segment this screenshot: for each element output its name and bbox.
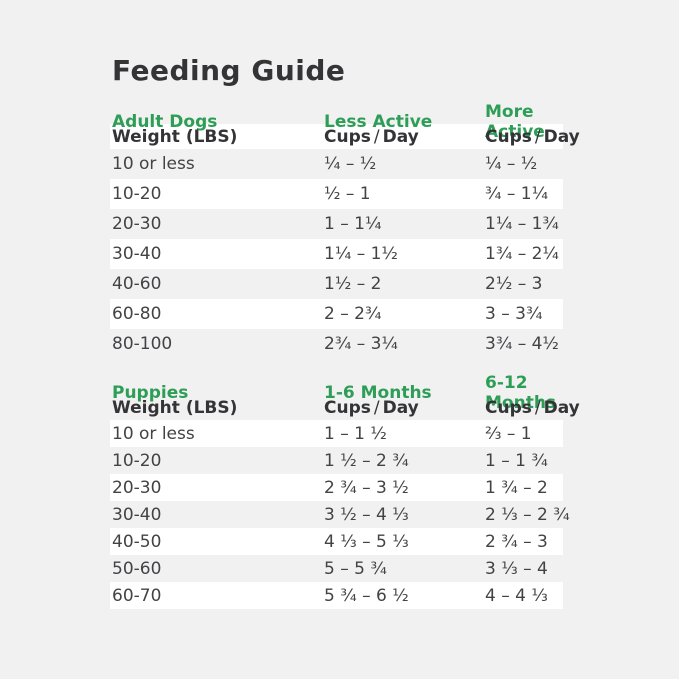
cups-label: Cups <box>485 126 532 147</box>
day-label: Day <box>382 126 419 147</box>
cups-cell: 1¼ – 1½ <box>324 244 398 264</box>
weight-cell: 40-50 <box>112 531 162 552</box>
weight-cell: 10 or less <box>112 423 195 444</box>
weight-cell: 30-40 <box>112 244 162 264</box>
cups-cell: 1 ½ – 2 ¾ <box>324 450 409 471</box>
cups-cell: 3 – 3¾ <box>485 304 543 324</box>
table-row: 20-30 1 – 1¼ 1¼ – 1¾ <box>110 209 563 239</box>
adult-dogs-table: Adult Dogs Less Active More Active Weight (… <box>110 102 580 359</box>
cups-cell: 3 ½ – 4 ⅓ <box>324 504 409 525</box>
cups-label: Cups <box>324 397 371 418</box>
cups-cell: 5 ¾ – 6 ½ <box>324 585 409 606</box>
table-rows: 10 or less 1 – 1 ½ ⅔ – 1 10-20 1 ½ – 2 ¾ 1 – … <box>110 420 570 609</box>
cups-cell: 2½ – 3 <box>485 274 543 294</box>
weight-header: Weight (LBS) <box>112 397 238 418</box>
weight-cell: 20-30 <box>112 477 162 498</box>
column-header: 6-12 Months <box>485 373 557 413</box>
cups-cell: 2¾ – 3¼ <box>324 334 398 354</box>
table-header-row: Weight (LBS) Cups / Day Cups / Day <box>110 395 580 420</box>
cups-cell: 2 – 2¾ <box>324 304 382 324</box>
column-header: More Active <box>485 102 545 142</box>
cups-cell: ¼ – ½ <box>485 154 538 174</box>
section-title: Puppies <box>112 383 189 403</box>
cups-cell: ⅔ – 1 <box>485 423 532 444</box>
column-header: Less Active <box>324 112 433 132</box>
cups-cell: 3 ⅓ – 4 <box>485 558 548 579</box>
cups-cell: 1 ¾ – 2 <box>485 477 548 498</box>
cups-cell: 4 ⅓ – 5 ⅓ <box>324 531 409 552</box>
table-rows: 10 or less ¼ – ½ ¼ – ½ 10-20 ½ – 1 ¾ – 1¼ 20-3… <box>110 149 563 359</box>
cups-per-day-header: Cups / Day <box>322 127 483 147</box>
table-row: 30-40 3 ½ – 4 ⅓ 2 ⅓ – 2 ¾ <box>110 501 570 528</box>
section-title: Adult Dogs <box>112 112 218 132</box>
cups-per-day-header: Cups / Day <box>322 398 483 418</box>
day-label: Day <box>543 126 580 147</box>
cups-cell: ¼ – ½ <box>324 154 377 174</box>
table-row: 40-60 1½ – 2 2½ – 3 <box>110 269 563 299</box>
cups-cell: 5 – 5 ¾ <box>324 558 387 579</box>
cups-cell: 1¼ – 1¾ <box>485 214 559 234</box>
table-row: 80-100 2¾ – 3¼ 3¾ – 4½ <box>110 329 563 359</box>
weight-cell: 40-60 <box>112 274 162 294</box>
table-row: 10 or less ¼ – ½ ¼ – ½ <box>110 149 563 179</box>
section-header-row: Puppies 1-6 Months 6-12 Months <box>110 373 563 413</box>
table-row: 30-40 1¼ – 1½ 1¾ – 2¼ <box>110 239 563 269</box>
weight-cell: 50-60 <box>112 558 162 579</box>
section-header-row: Adult Dogs Less Active More Active <box>110 102 563 142</box>
cups-cell: 1½ – 2 <box>324 274 382 294</box>
table-row: 20-30 2 ¾ – 3 ½ 1 ¾ – 2 <box>110 474 563 501</box>
cups-cell: 1 – 1 ¾ <box>485 450 548 471</box>
day-label: Day <box>543 397 580 418</box>
cups-cell: 1 – 1 ½ <box>324 423 387 444</box>
table-row: 10 or less 1 – 1 ½ ⅔ – 1 <box>110 420 563 447</box>
weight-cell: 10-20 <box>112 184 162 204</box>
weight-cell: 10-20 <box>112 450 162 471</box>
weight-cell: 30-40 <box>112 504 162 525</box>
table-row: 10-20 ½ – 1 ¾ – 1¼ <box>110 179 563 209</box>
cups-cell: 1¾ – 2¼ <box>485 244 559 264</box>
table-header-row: Weight (LBS) Cups / Day Cups / Day <box>110 124 580 149</box>
table-row: 60-80 2 – 2¾ 3 – 3¾ <box>110 299 563 329</box>
column-header: 1-6 Months <box>324 383 432 403</box>
slash-separator: / <box>373 397 380 418</box>
cups-cell: 2 ⅓ – 2 ¾ <box>485 504 570 525</box>
slash-separator: / <box>534 126 541 147</box>
weight-header: Weight (LBS) <box>112 126 238 147</box>
page-title: Feeding Guide <box>112 54 346 87</box>
cups-per-day-header: Cups / Day <box>483 127 580 147</box>
weight-cell: 60-80 <box>112 304 162 324</box>
weight-cell: 10 or less <box>112 154 195 174</box>
weight-cell: 80-100 <box>112 334 173 354</box>
table-row: 10-20 1 ½ – 2 ¾ 1 – 1 ¾ <box>110 447 563 474</box>
cups-per-day-header: Cups / Day <box>483 398 580 418</box>
slash-separator: / <box>373 126 380 147</box>
cups-cell: 3¾ – 4½ <box>485 334 559 354</box>
table-row: 50-60 5 – 5 ¾ 3 ⅓ – 4 <box>110 555 563 582</box>
cups-label: Cups <box>324 126 371 147</box>
weight-cell: 20-30 <box>112 214 162 234</box>
table-row: 40-50 4 ⅓ – 5 ⅓ 2 ¾ – 3 <box>110 528 563 555</box>
slash-separator: / <box>534 397 541 418</box>
table-row: 60-70 5 ¾ – 6 ½ 4 – 4 ⅓ <box>110 582 563 609</box>
cups-cell: 4 – 4 ⅓ <box>485 585 548 606</box>
day-label: Day <box>382 397 419 418</box>
cups-label: Cups <box>485 397 532 418</box>
cups-cell: 2 ¾ – 3 <box>485 531 548 552</box>
weight-cell: 60-70 <box>112 585 162 606</box>
cups-cell: ¾ – 1¼ <box>485 184 549 204</box>
cups-cell: 1 – 1¼ <box>324 214 382 234</box>
cups-cell: 2 ¾ – 3 ½ <box>324 477 409 498</box>
puppies-table: Puppies 1-6 Months 6-12 Months Weight (LBS)… <box>110 373 580 609</box>
cups-cell: ½ – 1 <box>324 184 371 204</box>
